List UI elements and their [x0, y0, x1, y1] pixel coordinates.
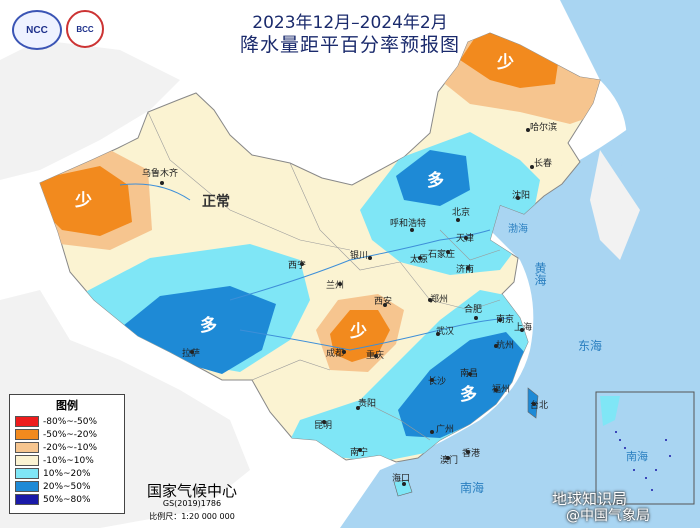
- legend-item: -20%~-10%: [15, 441, 124, 454]
- sea-bohai: 渤海: [508, 222, 528, 235]
- title-period: 2023年12月–2024年2月: [252, 13, 448, 33]
- city-chongqing: 重庆: [366, 349, 384, 361]
- label-few-ne: 少: [496, 53, 514, 73]
- city-urumqi: 乌鲁木齐: [142, 167, 178, 179]
- legend-swatch: [15, 442, 39, 453]
- city-lhasa: 拉萨: [182, 347, 200, 359]
- label-few-nw: 少: [74, 191, 92, 211]
- sea-yellow: 黄海: [533, 262, 547, 286]
- province-borders: [147, 111, 501, 441]
- legend-label: 50%~80%: [43, 494, 91, 505]
- legend-item: 50%~80%: [15, 493, 124, 506]
- legend-label: 20%~50%: [43, 481, 91, 492]
- legend-label: -50%~-20%: [43, 429, 98, 440]
- city-shijiazhuang: 石家庄: [428, 248, 455, 260]
- city-xian: 西安: [374, 295, 392, 307]
- legend-label: 10%~20%: [43, 468, 91, 479]
- footer-code: GS(2019)1786: [162, 499, 222, 508]
- city-hefei: 合肥: [464, 303, 482, 315]
- city-hongkong: 香港: [462, 447, 480, 459]
- title-main: 降水量距平百分率预报图: [239, 34, 460, 56]
- legend-swatch: [15, 429, 39, 440]
- city-tianjin: 天津: [456, 233, 474, 244]
- city-lanzhou: 兰州: [326, 279, 344, 291]
- city-nanchang: 南昌: [460, 367, 478, 379]
- legend-swatch: [15, 494, 39, 505]
- label-more-tibet: 多: [200, 315, 217, 336]
- city-kunming: 昆明: [314, 420, 332, 431]
- city-jinan: 济南: [456, 263, 474, 275]
- legend-swatch: [15, 481, 39, 492]
- city-guangzhou: 广州: [436, 423, 454, 435]
- city-shanghai: 上海: [514, 321, 532, 333]
- footer-org: 国家气候中心: [146, 482, 237, 500]
- city-shenyang: 沈阳: [512, 189, 530, 201]
- city-labels: 乌鲁木齐 哈尔滨 长春 沈阳 北京 天津 呼和浩特 石家庄 太原 济南 银川 西…: [142, 121, 557, 484]
- sea-area-ne: [560, 0, 700, 182]
- sea-labels: 渤海 黄海 东海 南海 南海: [460, 222, 648, 495]
- legend-swatch: [15, 416, 39, 427]
- city-nanning: 南宁: [350, 446, 368, 458]
- legend-label: -10%~10%: [43, 455, 94, 466]
- city-macao: 澳门: [440, 454, 458, 466]
- korea-japan: [590, 150, 640, 260]
- watermark-line1: 地球知识局: [552, 490, 628, 508]
- legend-swatch: [15, 455, 39, 466]
- city-dots: [160, 128, 536, 486]
- city-hohhot: 呼和浩特: [390, 217, 426, 229]
- legend-rows: -80%~-50% -50%~-20% -20%~-10% -10%~10% 10%~2…: [10, 415, 124, 506]
- city-hangzhou: 杭州: [496, 339, 514, 351]
- inset-land: [600, 396, 620, 426]
- rivers: [119, 183, 511, 351]
- hainan: [393, 479, 413, 497]
- sea-south: 南海: [460, 480, 484, 495]
- city-yinchuan: 银川: [350, 249, 368, 261]
- legend-item: -50%~-20%: [15, 428, 124, 441]
- legend-box: 图例 -80%~-50% -50%~-20% -20%~-10% -10%~10% 10…: [9, 394, 125, 514]
- city-chengdu: 成都: [326, 347, 344, 359]
- city-nanjing: 南京: [496, 313, 514, 325]
- label-more-north: 多: [427, 170, 444, 191]
- legend-label: -20%~-10%: [43, 442, 98, 453]
- city-changchun: 长春: [534, 157, 552, 169]
- city-taibei: 台北: [530, 399, 548, 411]
- city-changsha: 长沙: [428, 375, 446, 387]
- city-beijing: 北京: [452, 206, 470, 218]
- legend-swatch: [15, 468, 39, 479]
- legend-item: -10%~10%: [15, 454, 124, 467]
- legend-item: 10%~20%: [15, 467, 124, 480]
- city-zhengzhou: 郑州: [430, 293, 448, 305]
- region-labels: 少 少 少 多 多 多: [74, 53, 514, 405]
- city-fuzhou: 福州: [492, 383, 510, 395]
- ncc-logo: NCC: [12, 10, 62, 50]
- zone-south-more: [398, 332, 526, 438]
- bcc-logo: BCC: [66, 10, 104, 48]
- footer-scale: 比例尺：1:20 000 000: [149, 512, 235, 521]
- city-guiyang: 贵阳: [358, 397, 376, 409]
- city-xining: 西宁: [288, 259, 306, 271]
- city-taiyuan: 太原: [410, 253, 428, 265]
- legend-label: -80%~-50%: [43, 416, 98, 427]
- legend-item: -80%~-50%: [15, 415, 124, 428]
- city-wuhan: 武汉: [436, 325, 454, 337]
- neighbor-land-north: [0, 40, 180, 180]
- label-more-south: 多: [460, 384, 477, 405]
- inset-sea-south: 南海: [626, 449, 648, 463]
- label-normal: 正常: [202, 193, 230, 210]
- city-harbin: 哈尔滨: [530, 121, 557, 133]
- zone-north-more: [396, 150, 470, 206]
- watermark-line2: @中国气象局: [566, 508, 650, 524]
- label-few-sc: 少: [349, 322, 367, 342]
- legend-item: 20%~50%: [15, 480, 124, 493]
- legend-title: 图例: [56, 399, 78, 412]
- city-haikou: 海口: [392, 472, 410, 484]
- inset-islands: [615, 431, 671, 491]
- sea-east: 东海: [578, 338, 602, 353]
- zone-nw-dry: [40, 166, 132, 236]
